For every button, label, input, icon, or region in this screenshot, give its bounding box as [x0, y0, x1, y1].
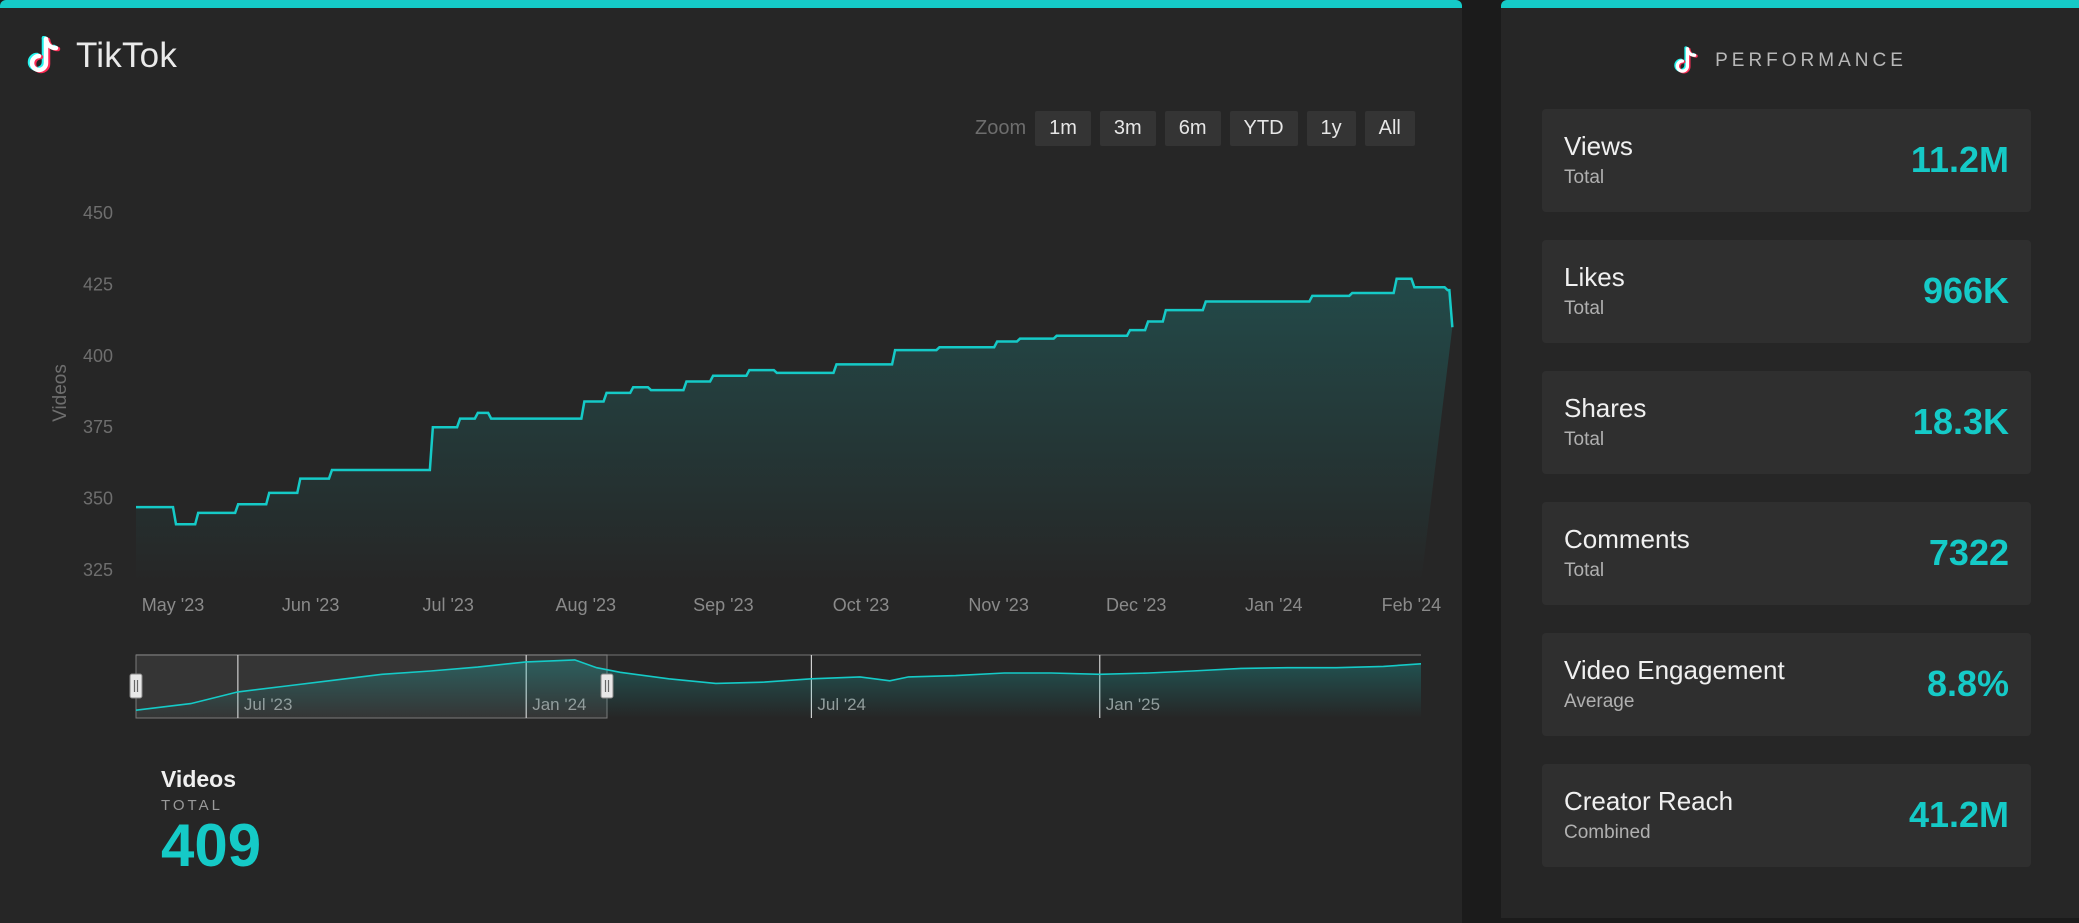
metric-sublabel: Total [1564, 167, 1605, 188]
x-tick-label: Sep '23 [693, 595, 754, 615]
performance-panel: PERFORMANCE Views Total 11.2M Likes Tota… [1501, 0, 2079, 918]
x-tick-label: Aug '23 [556, 595, 617, 615]
y-tick-label: 450 [83, 203, 113, 223]
x-tick-label: Oct '23 [833, 595, 889, 615]
zoom-3m-button[interactable]: 3m [1099, 111, 1156, 146]
zoom-all-button[interactable]: All [1364, 111, 1415, 146]
videos-summary: Videos TOTAL 409 [161, 766, 261, 877]
x-tick-label: May '23 [142, 595, 204, 615]
zoom-1m-button[interactable]: 1m [1035, 111, 1091, 146]
metric-value: 7322 [1928, 532, 2009, 573]
tiktok-icon [27, 36, 61, 74]
metric-value: 8.8% [1926, 663, 2009, 704]
metric-value: 966K [1922, 270, 2009, 311]
metric-label: Creator Reach [1564, 786, 1734, 816]
metric-value: 41.2M [1908, 794, 2009, 835]
metric-sublabel: Total [1564, 429, 1605, 450]
zoom-label: Zoom [975, 117, 1027, 139]
zoom-6m-button[interactable]: 6m [1164, 111, 1221, 146]
y-axis-title: Videos [50, 364, 71, 422]
metric-label: Comments [1564, 524, 1690, 554]
navigator-right-handle[interactable] [600, 673, 614, 699]
y-tick-label: 350 [83, 489, 113, 509]
app-title: TikTok [76, 36, 178, 75]
x-tick-label: Jun '23 [282, 595, 339, 615]
chart-series-line [136, 277, 1454, 526]
navigator-left-handle[interactable] [129, 673, 143, 699]
metric-label: Shares [1564, 393, 1647, 423]
videos-line-chart[interactable]: 325 350 375 400 425 450 May '23 Jun '23 Jul '23… [0, 188, 1462, 628]
zoom-ytd-button[interactable]: YTD [1229, 111, 1298, 146]
metric-value: 18.3K [1912, 401, 2009, 442]
tiktok-icon [1674, 46, 1698, 74]
summary-subtitle: TOTAL [161, 797, 223, 814]
metric-card-shares: Shares Total 18.3K [1542, 371, 2031, 474]
metric-sublabel: Total [1564, 298, 1605, 319]
metric-card-views: Views Total 11.2M [1542, 109, 2031, 212]
x-tick-label: Nov '23 [968, 595, 1028, 615]
metric-label: Likes [1564, 262, 1625, 292]
y-tick-label: 375 [83, 417, 113, 437]
metric-value: 11.2M [1910, 139, 2009, 180]
chart-panel: TikTok Zoom 1m 3m 6m YTD 1y All 325 350 37… [0, 0, 1462, 923]
navigator-series-line [135, 659, 1422, 711]
performance-title: PERFORMANCE [1715, 50, 1907, 71]
summary-title: Videos [161, 766, 236, 792]
y-tick-label: 325 [83, 560, 113, 580]
zoom-1y-button[interactable]: 1y [1306, 111, 1356, 146]
metric-sublabel: Total [1564, 560, 1605, 581]
x-tick-label: Jul '23 [422, 595, 473, 615]
metric-sublabel: Average [1564, 691, 1635, 712]
metric-card-comments: Comments Total 7322 [1542, 502, 2031, 605]
x-tick-label: Dec '23 [1106, 595, 1166, 615]
metric-card-creator-reach: Creator Reach Combined 41.2M [1542, 764, 2031, 867]
zoom-toolbar: Zoom 1m 3m 6m YTD 1y All [975, 111, 1415, 146]
y-tick-label: 400 [83, 346, 113, 366]
metric-label: Video Engagement [1564, 655, 1785, 685]
x-tick-label: Jan '24 [1245, 595, 1302, 615]
performance-header: PERFORMANCE [1501, 46, 2079, 76]
metric-sublabel: Combined [1564, 822, 1651, 843]
tiktok-logo: TikTok [26, 36, 177, 76]
metric-label: Views [1564, 131, 1633, 161]
metric-card-video-engagement: Video Engagement Average 8.8% [1542, 633, 2031, 736]
metric-card-likes: Likes Total 966K [1542, 240, 2031, 343]
x-tick-label: Feb '24 [1382, 595, 1441, 615]
y-tick-label: 425 [83, 274, 113, 294]
summary-value: 409 [161, 812, 262, 879]
chart-area-fill [136, 278, 1453, 583]
